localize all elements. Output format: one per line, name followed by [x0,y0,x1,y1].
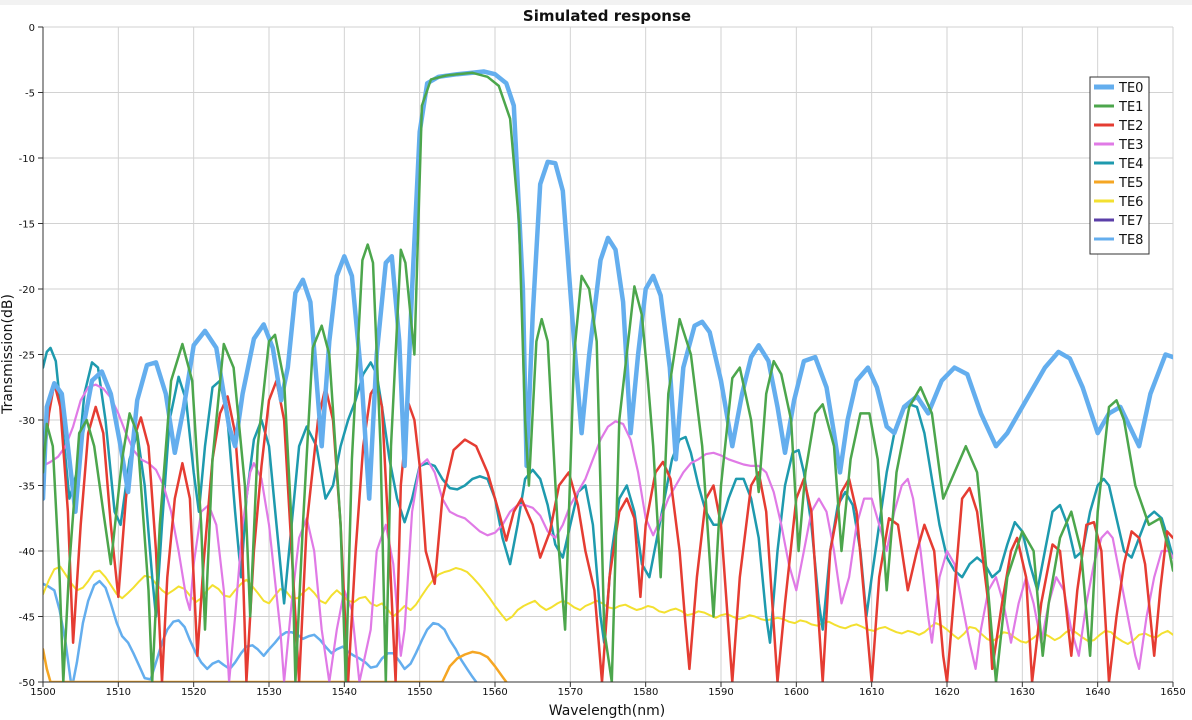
y-tick-label: -40 [19,547,35,558]
x-tick-label: 1630 [1010,687,1035,698]
x-tick-label: 1500 [30,687,55,698]
x-axis-label: Wavelength(nm) [549,703,665,719]
series-layer [43,69,1173,682]
y-tick-label: -30 [19,416,35,427]
y-tick-label: -45 [19,613,35,624]
legend-label-te0: TE0 [1118,81,1143,96]
y-tick-labels: 0 -5 -10 -15 -20 -25 -30 -35 -40 -45 -50 [19,23,35,689]
legend-label-te7: TE7 [1118,214,1143,229]
top-strip [0,0,1192,5]
y-tick-label: -50 [19,678,35,689]
chart-title: Simulated response [523,7,691,25]
x-tick-label: 1600 [784,687,809,698]
axes [38,26,1174,687]
x-tick-label: 1530 [256,687,281,698]
series-line-te0 [43,69,1173,514]
x-tick-label: 1540 [332,687,357,698]
x-tick-labels: 1500 1510 1520 1530 1540 1550 1560 1570 1580 1590… [30,687,1185,698]
x-tick-label: 1580 [633,687,658,698]
legend-label-te5: TE5 [1118,176,1143,191]
grid-lines [42,26,1174,683]
legend-label-te2: TE2 [1118,119,1143,134]
series-line-te5 [43,648,508,682]
x-tick-label: 1620 [934,687,959,698]
x-tick-label: 1520 [181,687,206,698]
series-line-te1 [43,71,1173,682]
x-tick-label: 1550 [407,687,432,698]
y-tick-label: -5 [25,89,35,100]
legend-label-te4: TE4 [1118,157,1143,172]
legend-label-te1: TE1 [1118,100,1143,115]
x-tick-label: 1590 [708,687,733,698]
x-tick-label: 1650 [1160,687,1185,698]
series-line-te3 [43,383,1173,682]
legend: TE0 TE1 TE2 TE3 TE4 TE5 TE6 TE7 TE8 [1089,76,1150,255]
y-tick-label: -10 [19,154,35,165]
y-tick-label: -35 [19,482,35,493]
x-tick-label: 1560 [482,687,507,698]
x-tick-label: 1570 [558,687,583,698]
x-tick-label: 1510 [106,687,131,698]
x-tick-label: 1610 [859,687,884,698]
x-tick-label: 1640 [1085,687,1110,698]
y-tick-label: -20 [19,285,35,296]
legend-label-te8: TE8 [1118,233,1143,248]
series-line-te8 [43,579,478,682]
y-tick-label: 0 [29,23,35,34]
legend-label-te3: TE3 [1118,138,1143,153]
y-axis-label: Transmission(dB) [0,294,16,415]
y-tick-label: -15 [19,220,35,231]
legend-label-te6: TE6 [1118,195,1143,210]
y-tick-label: -25 [19,351,35,362]
